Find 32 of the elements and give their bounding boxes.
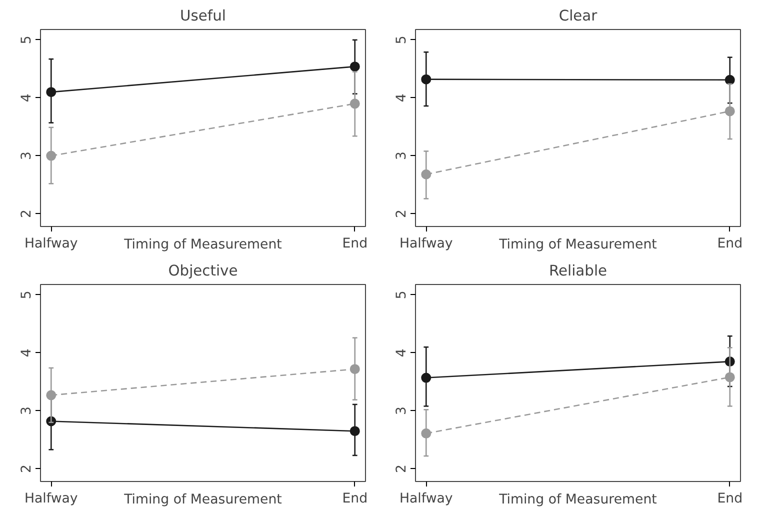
x-tick-label: End: [717, 492, 743, 506]
y-tick-label: 4: [394, 348, 410, 358]
y-tick-label: 5: [20, 36, 34, 44]
x-tick-label: End: [717, 236, 743, 252]
y-tick-label: 2: [20, 464, 34, 473]
y-tick-label: 4: [394, 94, 410, 102]
chart-title: Reliable: [548, 262, 608, 280]
y-tick-label: 2: [394, 210, 410, 218]
x-tick-label: End: [342, 492, 368, 506]
x-tick-label: End: [342, 236, 368, 252]
y-tick-label: 3: [20, 406, 34, 416]
y-tick-label: 3: [20, 152, 34, 160]
y-tick-label: 5: [20, 290, 34, 300]
y-tick-label: 4: [20, 348, 34, 358]
x-tick-label: Halfway: [399, 236, 453, 252]
chart-title: Objective: [168, 262, 238, 280]
x-axis-title: Timing of Measurement: [498, 492, 657, 508]
x-axis-title: Timing of Measurement: [498, 238, 657, 252]
chart-title: Clear: [558, 8, 598, 24]
y-tick-label: 5: [394, 36, 410, 44]
chart-title: Useful: [180, 8, 226, 24]
x-tick-label: Halfway: [24, 236, 78, 252]
y-tick-label: 3: [394, 152, 410, 160]
y-tick-label: 4: [20, 94, 34, 102]
y-tick-label: 3: [394, 406, 410, 416]
x-tick-label: Halfway: [24, 492, 78, 506]
y-tick-label: 2: [20, 210, 34, 218]
x-tick-label: Halfway: [399, 492, 453, 506]
y-tick-label: 2: [394, 464, 410, 473]
y-tick-label: 5: [394, 290, 410, 300]
x-axis-title: Timing of Measurement: [123, 238, 282, 252]
x-axis-title: Timing of Measurement: [123, 492, 282, 508]
